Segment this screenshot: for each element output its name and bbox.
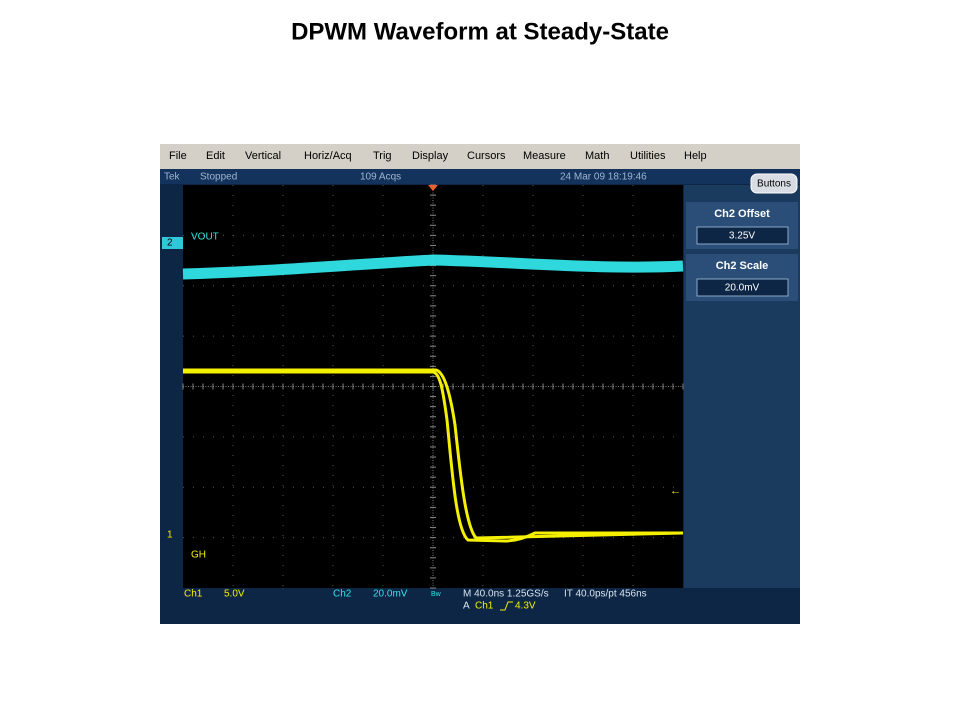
ch1-scale: 5.0V bbox=[224, 589, 245, 600]
trigger-mode: A bbox=[463, 601, 470, 612]
ch2-trace bbox=[182, 254, 684, 280]
buttons-label: Buttons bbox=[757, 179, 791, 190]
status-bar bbox=[160, 169, 800, 184]
brand: Tek bbox=[164, 172, 181, 183]
ch1-label: GH bbox=[191, 550, 206, 561]
ch2-marker: 2 bbox=[167, 238, 173, 249]
ch2-readout: Ch2 bbox=[333, 589, 352, 600]
ch1-trace bbox=[183, 370, 683, 543]
ch2-scale: 20.0mV bbox=[373, 589, 408, 600]
offset-field[interactable] bbox=[696, 226, 789, 245]
ch2-marker-bg bbox=[162, 237, 183, 249]
menu-bar bbox=[160, 144, 800, 169]
menu-item[interactable]: Help bbox=[684, 150, 707, 162]
menu-item[interactable]: Horiz/Acq bbox=[304, 150, 352, 162]
ch2-label: VOUT bbox=[191, 232, 219, 243]
menu-item[interactable]: Edit bbox=[206, 150, 225, 162]
trigger-position bbox=[428, 185, 438, 191]
menu-item[interactable]: File bbox=[169, 150, 187, 162]
menu-item[interactable]: Math bbox=[585, 150, 609, 162]
menu-item[interactable]: Vertical bbox=[245, 150, 281, 162]
timebase: M 40.0ns 1.25GS/s bbox=[463, 589, 549, 600]
menu-item[interactable]: Measure bbox=[523, 150, 566, 162]
ch1-trace-edge bbox=[183, 368, 684, 540]
offset-value: 3.25V bbox=[729, 231, 755, 242]
acq-count: 109 Acqs bbox=[360, 172, 401, 183]
side-panel bbox=[684, 185, 800, 588]
interval: IT 40.0ps/pt 456ns bbox=[564, 589, 647, 600]
trigger-source: Ch1 bbox=[475, 601, 494, 612]
menu-item[interactable]: Utilities bbox=[630, 150, 666, 162]
menu-item[interactable]: Display bbox=[412, 150, 449, 162]
scale-label: Ch2 Scale bbox=[716, 260, 769, 272]
trigger-slope bbox=[500, 601, 513, 611]
menu-item[interactable]: Trig bbox=[373, 150, 392, 162]
datetime: 24 Mar 09 18:19:46 bbox=[560, 172, 647, 183]
slide-title: DPWM Waveform at Steady-State bbox=[291, 18, 669, 45]
trigger-level: 4.3V bbox=[515, 601, 536, 612]
buttons-button[interactable] bbox=[750, 173, 798, 194]
bandwidth: Bw bbox=[431, 591, 442, 598]
scale-field[interactable] bbox=[696, 278, 789, 297]
ch1-readout: Ch1 bbox=[184, 589, 203, 600]
scale-value: 20.0mV bbox=[725, 283, 760, 294]
menu-item[interactable]: Cursors bbox=[467, 150, 506, 162]
offset-label: Ch2 Offset bbox=[714, 208, 770, 220]
trigger-level-arrow: ← bbox=[670, 485, 681, 497]
ch1-marker: 1 bbox=[167, 530, 173, 541]
acq-state: Stopped bbox=[200, 172, 237, 183]
